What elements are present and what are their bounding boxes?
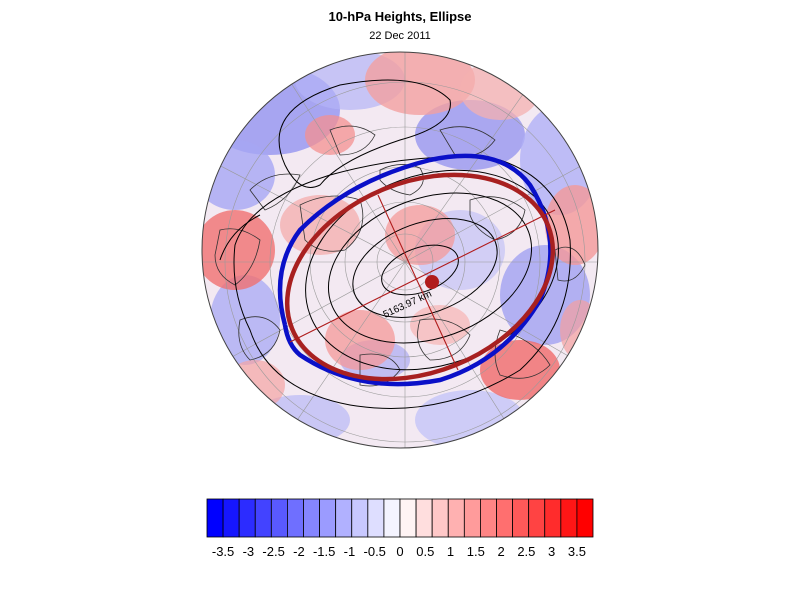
colorbar-tick-label: 3.5 [567, 544, 586, 559]
colorbar-swatch [431, 498, 449, 538]
colorbar-swatch [367, 498, 385, 538]
colorbar-tick-label: 1 [446, 544, 455, 559]
colorbar-swatch [560, 498, 578, 538]
colorbar-swatch [319, 498, 337, 538]
colorbar-tick-label: -3 [242, 544, 255, 559]
colorbar-swatch [496, 498, 513, 538]
colorbar-swatch [447, 498, 465, 538]
colorbar-tick-label: 3 [548, 544, 556, 559]
colorbar-tick-label: -2.5 [262, 544, 285, 559]
ellipse-center-marker [425, 275, 439, 289]
colorbar-swatch [512, 498, 530, 538]
colorbar-swatch [463, 498, 481, 538]
colorbar-swatch [544, 498, 562, 538]
globe-outline [201, 51, 599, 449]
colorbar-tick-label: -1.5 [312, 544, 336, 559]
colorbar-swatch [270, 498, 288, 538]
colorbar-swatch [206, 498, 224, 538]
colorbar [206, 498, 594, 538]
colorbar-swatch [399, 498, 417, 538]
colorbar-tick-label: -1 [343, 544, 356, 559]
colorbar-tick-label: -2 [293, 544, 305, 559]
colorbar-swatch [415, 498, 433, 538]
colorbar-tick-label: 0.5 [416, 544, 435, 559]
colorbar-swatch [222, 498, 240, 538]
map-subtitle: 22 Dec 2011 [369, 30, 431, 42]
colorbar-swatch [528, 498, 546, 538]
colorbar-swatch [238, 498, 256, 538]
globe: 5163.97 km [202, 52, 598, 448]
colorbar-tick-label: -0.5 [363, 544, 386, 559]
colorbar-tick-label: 0 [396, 544, 404, 559]
colorbar-tick-labels: -3.5 -3 -2.5 -2 -1.5 -1 -0.5 0 0.5 1 1.5 2 2.5 3 3.5 [0, 544, 800, 564]
ellipse-axes [289, 194, 556, 371]
colorbar-swatch [335, 498, 353, 538]
colorbar-tick-label: 2.5 [517, 544, 536, 559]
colorbar-swatch [480, 498, 497, 538]
colorbar-tick-label: 1.5 [466, 544, 485, 559]
colorbar-swatch [254, 498, 272, 538]
colorbar-tick-label: 2 [497, 544, 505, 559]
colorbar-swatch [303, 498, 320, 538]
colorbar-swatch [576, 498, 594, 538]
colorbar-swatch [351, 498, 369, 538]
height-contours [219, 79, 571, 409]
colorbar-swatch [383, 498, 401, 538]
colorbar-swatch [287, 498, 304, 538]
map-title: 10-hPa Heights, Ellipse [328, 9, 472, 24]
colorbar-tick-label: -3.5 [211, 544, 235, 559]
